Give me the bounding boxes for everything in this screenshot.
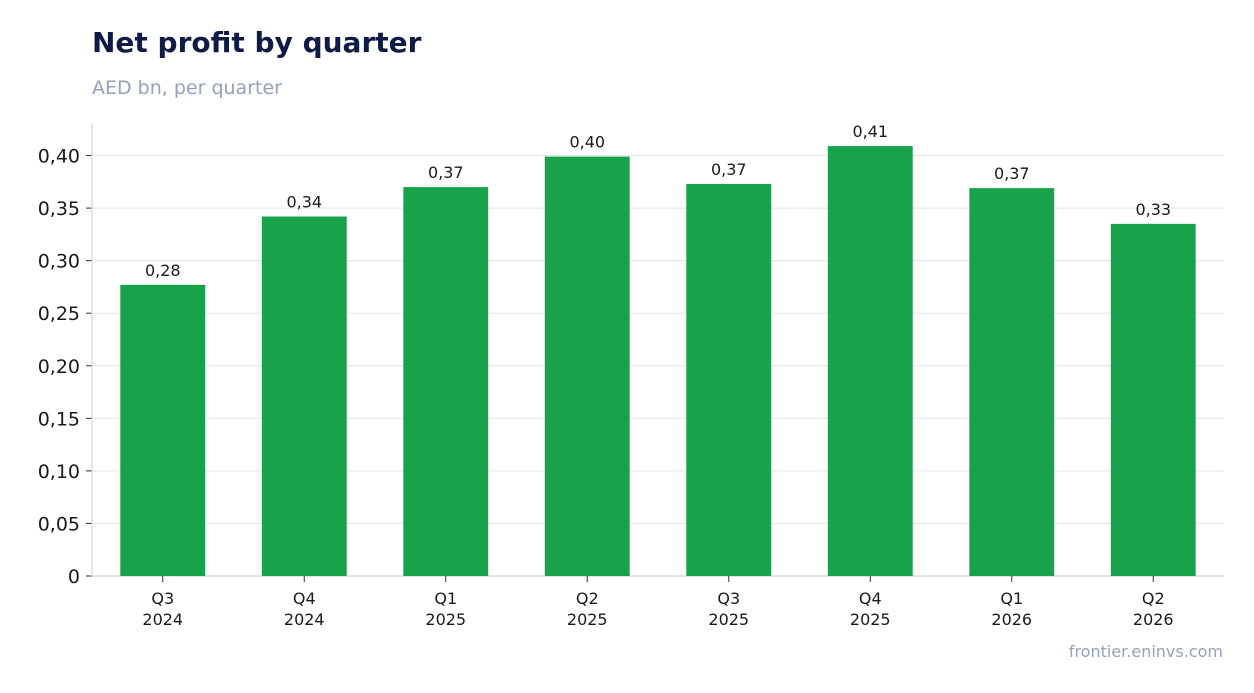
x-tick-label-year: 2024 — [142, 610, 183, 629]
data-label: 0,33 — [1135, 200, 1171, 219]
y-tick-label: 0,30 — [38, 251, 80, 273]
x-tick-label-quarter: Q3 — [151, 589, 174, 608]
chart-title: Net profit by quarter — [92, 26, 422, 59]
bar — [686, 183, 772, 577]
x-tick-label-year: 2025 — [708, 610, 749, 629]
y-tick-label: 0,20 — [38, 356, 80, 378]
x-tick-label-quarter: Q4 — [293, 589, 316, 608]
x-tick-label-year: 2026 — [1133, 610, 1174, 629]
y-tick-label: 0,25 — [38, 303, 80, 325]
x-tick-label-year: 2026 — [991, 610, 1032, 629]
x-tick-label-year: 2025 — [850, 610, 891, 629]
bars — [120, 146, 1196, 577]
bar — [120, 284, 206, 576]
x-tick-label-quarter: Q4 — [859, 589, 882, 608]
bar — [1110, 223, 1196, 576]
chart-subtitle: AED bn, per quarter — [92, 77, 282, 99]
y-tick-label: 0,35 — [38, 198, 80, 220]
data-label: 0,28 — [145, 261, 181, 280]
data-label: 0,37 — [428, 163, 464, 182]
data-label: 0,37 — [711, 160, 747, 179]
y-tick-label: 0,10 — [38, 461, 80, 483]
bar — [827, 146, 913, 577]
y-tick-label: 0,05 — [38, 513, 80, 535]
data-label: 0,34 — [286, 193, 322, 212]
x-tick-label-quarter: Q1 — [434, 589, 457, 608]
data-label: 0,41 — [852, 122, 888, 141]
x-tick-label-quarter: Q2 — [1142, 589, 1165, 608]
x-tick-label-year: 2024 — [284, 610, 325, 629]
y-tick-label: 0 — [68, 566, 80, 588]
bar — [261, 216, 347, 576]
x-tick-label-quarter: Q2 — [576, 589, 599, 608]
bar — [403, 187, 489, 576]
data-label: 0,40 — [569, 133, 605, 152]
y-tick-label: 0,40 — [38, 146, 80, 168]
x-tick-label-year: 2025 — [567, 610, 608, 629]
x-tick-label-quarter: Q3 — [717, 589, 740, 608]
x-tick-label-quarter: Q1 — [1000, 589, 1023, 608]
data-label: 0,37 — [994, 164, 1030, 183]
labels: 0 0,05 0,10 0,15 0,20 0,25 0,30 0,35 0,40 0,28 Q3 2… — [38, 122, 1174, 629]
source-credit: frontier.eninvs.com — [1068, 642, 1223, 661]
x-tick-label-year: 2025 — [425, 610, 466, 629]
bar — [544, 156, 630, 576]
y-tick-label: 0,15 — [38, 408, 80, 430]
bar — [969, 188, 1055, 577]
